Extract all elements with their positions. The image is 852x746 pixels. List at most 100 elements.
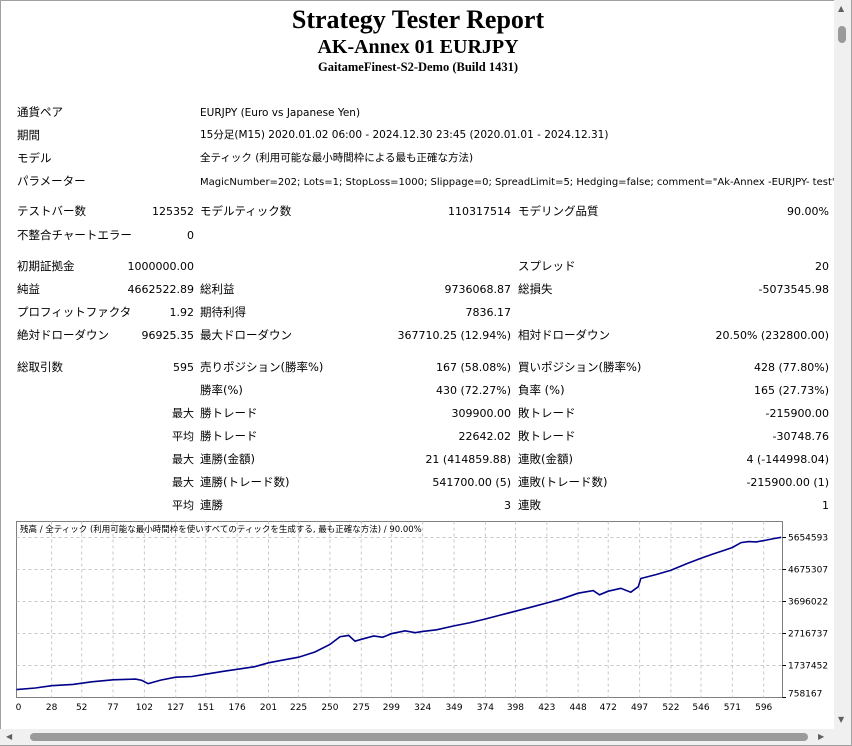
x-tick-label: 250 bbox=[321, 703, 338, 711]
model-value: 全ティック (利用可能な最小時間枠による最も正確な方法) bbox=[200, 152, 474, 164]
max-consec-losses-value: 4 (-144998.04) bbox=[746, 453, 829, 466]
x-tick-label: 423 bbox=[538, 703, 555, 711]
total-trades-label: 総取引数 bbox=[17, 360, 63, 374]
x-tick-label: 448 bbox=[570, 703, 587, 711]
largest-loss-value: -215900.00 bbox=[765, 407, 829, 420]
plot-area bbox=[16, 521, 783, 698]
horizontal-scroll-thumb[interactable] bbox=[30, 733, 808, 741]
abs-drawdown-label: 絶対ドローダウン bbox=[17, 328, 109, 342]
rel-drawdown-value: 20.50% (232800.00) bbox=[715, 329, 829, 342]
long-positions-label: 買いポジション(勝率%) bbox=[518, 360, 642, 374]
max-consec-profit-label: 連勝(トレード数) bbox=[200, 475, 290, 489]
average-label: 平均 bbox=[172, 430, 194, 443]
x-tick-label: 201 bbox=[260, 703, 277, 711]
gross-loss-label: 総損失 bbox=[518, 282, 553, 296]
errors-label: 不整合チャートエラー bbox=[17, 228, 132, 242]
max-consec-wins-label: 連勝(金額) bbox=[200, 452, 255, 466]
x-tick-label: 374 bbox=[477, 703, 494, 711]
x-tick-label: 127 bbox=[167, 703, 184, 711]
x-axis: 0 28 52 77 102 127 151 176 201 225 250 275 299 324 349… bbox=[16, 703, 773, 711]
x-tick-label: 275 bbox=[353, 703, 370, 711]
x-tick-label: 225 bbox=[290, 703, 307, 711]
x-tick-label: 398 bbox=[507, 703, 524, 711]
model-label: モデル bbox=[17, 151, 52, 165]
symbol-value: EURJPY (Euro vs Japanese Yen) bbox=[200, 107, 361, 119]
deposit-label: 初期証拠金 bbox=[17, 259, 75, 273]
balance-chart: 残高 / 全ティック (利用可能な最小時間枠を使いすべてのティックを生成する, … bbox=[16, 521, 828, 711]
params-value: MagicNumber=202; Lots=1; StopLoss=1000; … bbox=[200, 177, 840, 188]
gross-profit-value: 9736068.87 bbox=[444, 283, 511, 296]
balance-line bbox=[16, 536, 782, 691]
max-drawdown-label: 最大ドローダウン bbox=[200, 328, 292, 342]
x-tick-label: 176 bbox=[229, 703, 246, 711]
period-label: 期間 bbox=[17, 128, 40, 142]
chart-title: 残高 / 全ティック (利用可能な最小時間枠を使いすべてのティックを生成する, … bbox=[20, 524, 422, 535]
largest-label: 最大 bbox=[172, 407, 194, 420]
bars-label: テストバー数 bbox=[17, 204, 86, 218]
rel-drawdown-label: 相対ドローダウン bbox=[518, 328, 610, 342]
x-tick-label: 349 bbox=[445, 703, 462, 711]
chart-grid bbox=[16, 521, 783, 698]
vertical-scrollbar[interactable]: ▲ ▼ bbox=[834, 0, 851, 729]
net-profit-value: 4662522.89 bbox=[127, 283, 194, 296]
scrollbar-corner bbox=[834, 729, 851, 745]
x-tick-label: 77 bbox=[107, 703, 118, 711]
spread-value: 20 bbox=[815, 260, 829, 273]
y-tick-label: 4675307 bbox=[788, 566, 828, 576]
gross-profit-label: 総利益 bbox=[200, 282, 235, 296]
spread-label: スプレッド bbox=[518, 259, 576, 273]
max-consec-label: 最大 bbox=[172, 453, 194, 466]
long-positions-value: 428 (77.80%) bbox=[753, 361, 829, 374]
win-rate-value: 430 (72.27%) bbox=[435, 384, 511, 397]
avg-consec-wins-value: 3 bbox=[504, 499, 511, 512]
y-tick-label: 5654593 bbox=[788, 534, 828, 544]
short-positions-label: 売りポジション(勝率%) bbox=[200, 360, 324, 374]
vertical-scroll-thumb[interactable] bbox=[838, 26, 846, 43]
triangle-left-icon[interactable]: ◀ bbox=[6, 732, 13, 741]
horizontal-scrollbar[interactable]: ◀ ▶ bbox=[0, 729, 834, 745]
y-tick-label: 2716737 bbox=[788, 630, 828, 640]
total-trades-value: 595 bbox=[173, 361, 194, 374]
x-tick-label: 522 bbox=[662, 703, 679, 711]
triangle-up-icon[interactable]: ▲ bbox=[838, 4, 845, 13]
x-tick-label: 472 bbox=[600, 703, 617, 711]
x-tick-label: 596 bbox=[755, 703, 772, 711]
avg-consec-wins-label: 連勝 bbox=[200, 498, 223, 512]
abs-drawdown-value: 96925.35 bbox=[141, 329, 195, 342]
quality-label: モデリング品質 bbox=[518, 204, 599, 218]
report-server: GaitameFinest-S2-Demo (Build 1431) bbox=[318, 60, 518, 74]
symbol-label: 通貨ペア bbox=[17, 105, 63, 119]
x-tick-label: 151 bbox=[197, 703, 214, 711]
loss-rate-value: 165 (27.73%) bbox=[753, 384, 829, 397]
params-label: パラメーター bbox=[17, 174, 86, 188]
bars-value: 125352 bbox=[152, 205, 194, 218]
max-consec-wins-value: 21 (414859.88) bbox=[425, 453, 511, 466]
x-tick-label: 0 bbox=[16, 703, 22, 711]
largest-win-label: 勝トレード bbox=[200, 406, 258, 420]
net-profit-label: 純益 bbox=[17, 282, 40, 296]
avg-loss-value: -30748.76 bbox=[772, 430, 829, 443]
y-axis: 758167 1737452 2716737 3696022 4675307 565459… bbox=[782, 534, 828, 700]
profit-factor-label: プロフィットファクタ bbox=[17, 305, 132, 319]
triangle-right-icon[interactable]: ▶ bbox=[818, 732, 825, 741]
x-tick-label: 299 bbox=[383, 703, 400, 711]
errors-value: 0 bbox=[187, 229, 194, 242]
y-tick-label: 1737452 bbox=[788, 662, 828, 672]
x-tick-label: 52 bbox=[76, 703, 87, 711]
report-title: Strategy Tester Report bbox=[291, 5, 545, 34]
quality-value: 90.00% bbox=[787, 205, 829, 218]
x-tick-label: 546 bbox=[692, 703, 709, 711]
x-tick-label: 102 bbox=[136, 703, 153, 711]
ticks-label: モデルティック数 bbox=[200, 204, 292, 218]
avg-consec-label: 平均 bbox=[172, 499, 194, 512]
period-value: 15分足(M15) 2020.01.02 06:00 - 2024.12.30 … bbox=[200, 129, 609, 141]
short-positions-value: 167 (58.08%) bbox=[435, 361, 511, 374]
max-drawdown-value: 367710.25 (12.94%) bbox=[397, 329, 511, 342]
loss-rate-label: 負率 (%) bbox=[518, 383, 565, 397]
y-tick-label: 3696022 bbox=[788, 598, 828, 608]
triangle-down-icon[interactable]: ▼ bbox=[838, 715, 845, 724]
max-consec-loss-label: 連敗(トレード数) bbox=[518, 475, 608, 489]
expected-payoff-label: 期待利得 bbox=[200, 305, 246, 319]
x-tick-label: 324 bbox=[414, 703, 431, 711]
avg-loss-label: 敗トレード bbox=[518, 429, 576, 443]
